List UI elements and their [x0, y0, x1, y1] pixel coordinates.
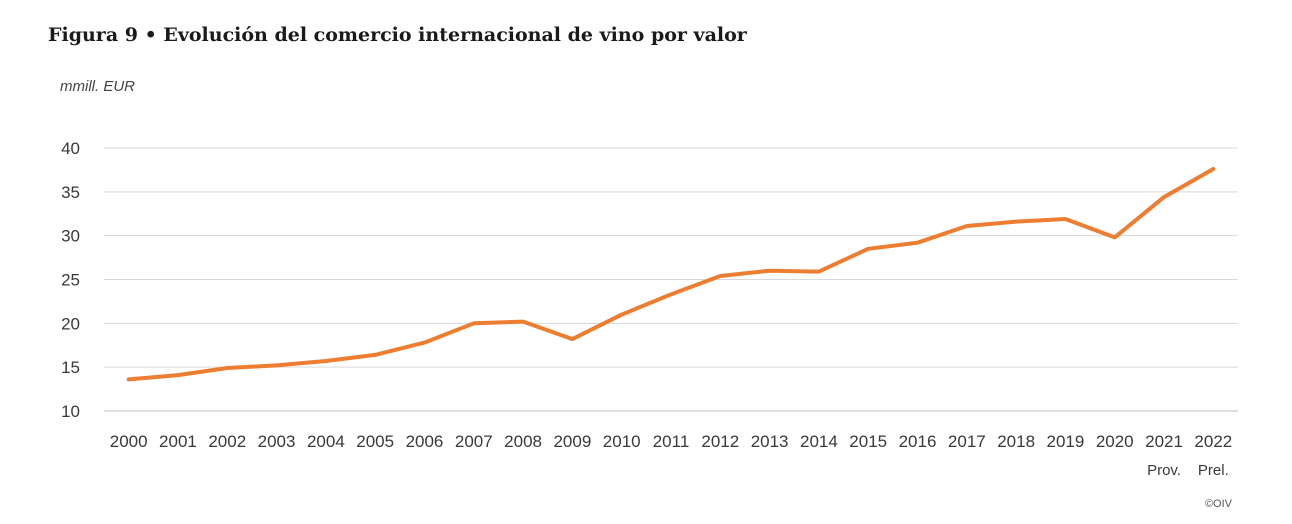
data-point: [669, 292, 673, 296]
data-point: [324, 359, 328, 363]
data-point: [866, 247, 870, 251]
data-point: [176, 373, 180, 377]
data-point: [127, 377, 131, 381]
y-tick-label: 15: [61, 358, 80, 377]
y-tick-label: 30: [61, 227, 80, 246]
data-point: [916, 241, 920, 245]
x-tick-label: 2008: [504, 432, 542, 451]
series-line: [126, 167, 1216, 382]
x-tick-label: 2022: [1194, 432, 1232, 451]
data-point: [1162, 195, 1166, 199]
x-tick-sublabel: Prov.: [1147, 462, 1181, 479]
data-point: [472, 321, 476, 325]
x-tick-label: 2021: [1145, 432, 1183, 451]
chart-title: Figura 9 • Evolución del comercio intern…: [48, 24, 747, 46]
series-layer: [126, 167, 1216, 382]
x-tick-label: 2000: [110, 432, 148, 451]
data-point: [275, 363, 279, 367]
data-point: [817, 270, 821, 274]
x-tick-label: 2004: [307, 432, 345, 451]
gridlines: [104, 147, 1238, 412]
x-tick-label: 2009: [553, 432, 591, 451]
x-tick-label: 2002: [208, 432, 246, 451]
x-tick-label: 2017: [948, 432, 986, 451]
data-point: [1113, 235, 1117, 239]
y-tick-label: 10: [61, 402, 80, 421]
y-axis-ticks: 10 15 20 25 30 35 40: [61, 139, 80, 421]
x-axis-ticks: 2000 2001 2002 2003 2004 2005 2006 2007 2008 2009…: [110, 432, 1233, 479]
data-point: [570, 337, 574, 341]
x-tick-label: 2006: [406, 432, 444, 451]
data-point: [620, 313, 624, 317]
x-tick-label: 2011: [653, 432, 690, 451]
x-tick-label: 2018: [997, 432, 1035, 451]
x-tick-label: 2010: [603, 432, 641, 451]
x-tick-label: 2016: [899, 432, 937, 451]
x-tick-label: 2013: [751, 432, 789, 451]
x-tick-label: 2007: [455, 432, 493, 451]
data-point: [1211, 167, 1215, 171]
x-tick-label: 2012: [701, 432, 739, 451]
data-point: [768, 269, 772, 273]
data-point: [1014, 220, 1018, 224]
data-point: [373, 353, 377, 357]
y-tick-label: 25: [61, 271, 80, 290]
x-tick-label: 2015: [849, 432, 887, 451]
copyright-credit: ©OIV: [1204, 498, 1232, 510]
x-tick-label: 2001: [159, 432, 197, 451]
data-point: [422, 341, 426, 345]
data-point: [718, 274, 722, 278]
x-tick-label: 2014: [800, 432, 838, 451]
x-tick-label: 2003: [258, 432, 296, 451]
data-point: [965, 224, 969, 228]
x-tick-label: 2020: [1096, 432, 1134, 451]
y-tick-label: 20: [61, 314, 80, 333]
data-point: [521, 320, 525, 324]
x-tick-label: 2005: [356, 432, 394, 451]
y-tick-label: 35: [61, 183, 80, 202]
x-tick-sublabel: Prel.: [1198, 462, 1229, 479]
x-tick-label: 2019: [1047, 432, 1085, 451]
y-axis-unit-label: mmill. EUR: [60, 78, 135, 95]
data-point: [1063, 217, 1067, 221]
data-point: [225, 366, 229, 370]
y-tick-label: 40: [61, 139, 80, 158]
